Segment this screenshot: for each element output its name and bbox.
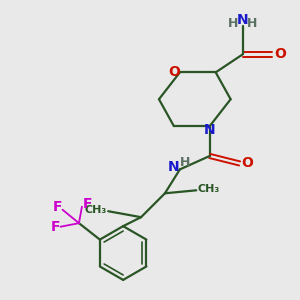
Text: CH₃: CH₃ xyxy=(198,184,220,194)
Text: CH₃: CH₃ xyxy=(85,205,107,215)
Text: F: F xyxy=(50,220,60,234)
Text: O: O xyxy=(241,156,253,170)
Text: F: F xyxy=(82,197,92,211)
Text: N: N xyxy=(237,13,248,26)
Text: H: H xyxy=(228,16,238,30)
Text: H: H xyxy=(247,16,257,30)
Text: O: O xyxy=(274,47,286,61)
Text: H: H xyxy=(180,156,190,169)
Text: F: F xyxy=(52,200,62,214)
Text: O: O xyxy=(169,65,180,80)
Text: N: N xyxy=(204,123,215,137)
Text: N: N xyxy=(167,160,179,174)
